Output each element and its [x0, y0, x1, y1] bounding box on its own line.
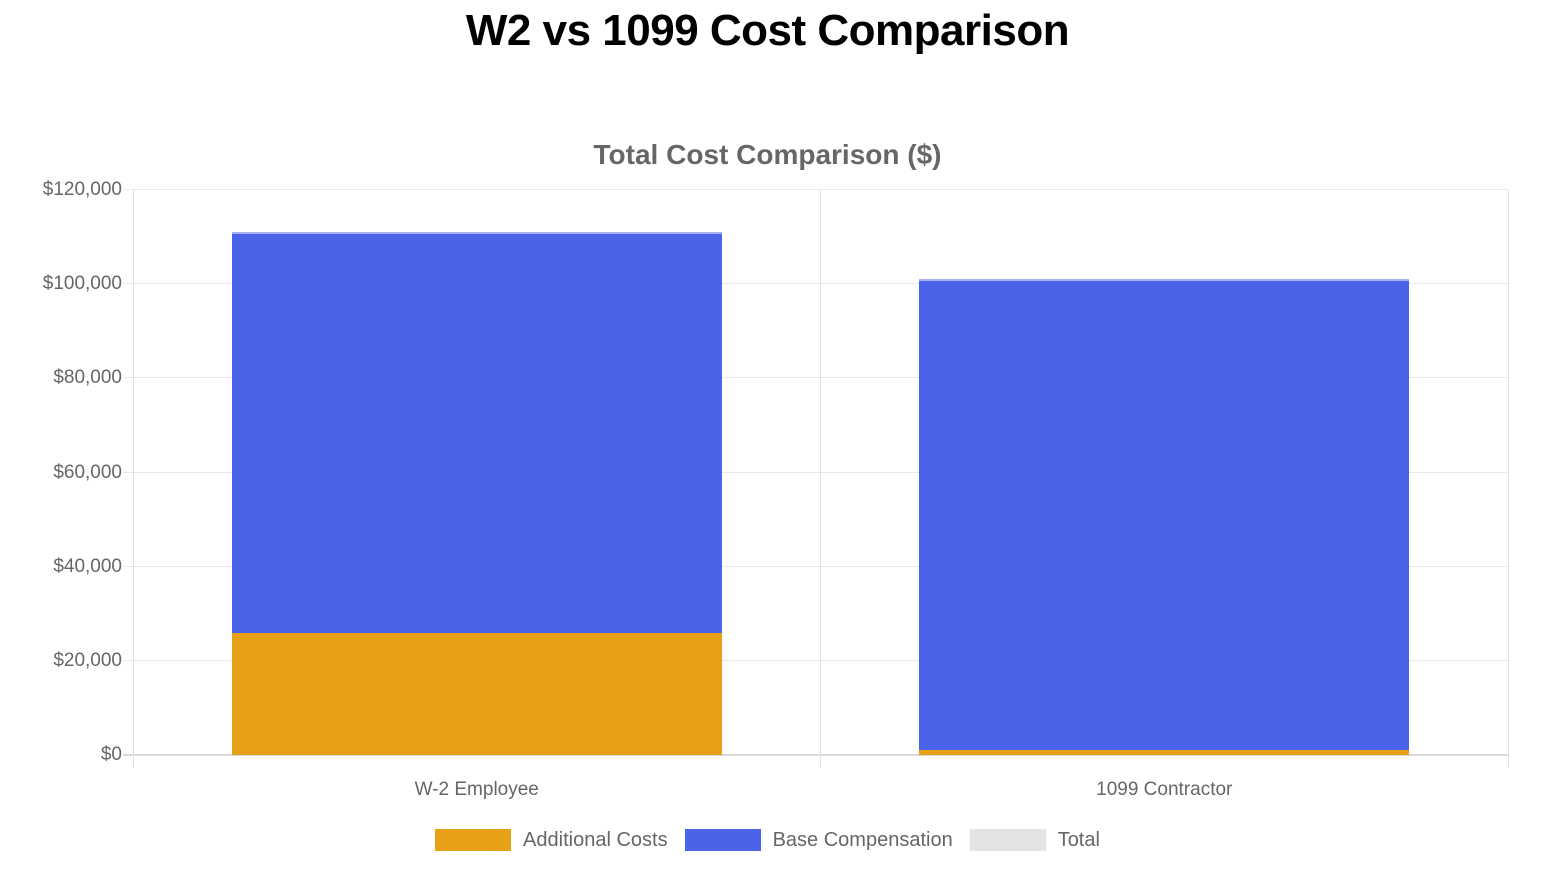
x-axis-category-label: 1099 Contractor [1096, 779, 1233, 800]
y-axis-tick-label: $0 [100, 744, 122, 765]
y-axis-tick-label: $120,000 [42, 179, 122, 200]
legend-swatch-base-compensation [684, 829, 761, 851]
y-gridline [123, 471, 1508, 473]
legend-item-base-compensation[interactable]: Base Compensation [684, 828, 953, 852]
bar-segment-base-compensation-1099-contractor[interactable] [919, 279, 1410, 751]
y-gridline [123, 754, 1508, 756]
y-gridline [123, 659, 1508, 661]
y-gridline [123, 283, 1508, 285]
legend-item-additional-costs[interactable]: Additional Costs [435, 828, 668, 852]
legend-item-total[interactable]: Total [969, 828, 1100, 852]
bar-segment-base-compensation-w-2-employee[interactable] [231, 232, 722, 633]
category-boundary-gridline [820, 190, 821, 768]
y-gridline [123, 377, 1508, 379]
chart-title: Total Cost Comparison ($) [593, 139, 942, 170]
bar-segment-additional-costs-w-2-employee[interactable] [231, 632, 722, 755]
x-axis-category-label: W-2 Employee [414, 779, 539, 800]
y-axis-tick-label: $60,000 [53, 461, 122, 483]
y-axis-tick-label: $80,000 [53, 367, 122, 389]
bar-segment-additional-costs-1099-contractor[interactable] [919, 750, 1410, 755]
y-gridline [123, 565, 1508, 567]
page-title: W2 vs 1099 Cost Comparison [465, 6, 1070, 55]
legend-label-base-compensation: Base Compensation [772, 829, 953, 851]
y-axis-line [132, 190, 134, 768]
plot-right-border [1507, 190, 1509, 768]
legend-label-total: Total [1057, 829, 1100, 851]
y-axis-tick-label: $100,000 [42, 273, 122, 295]
y-gridline [123, 189, 1508, 190]
y-axis-tick-label: $40,000 [53, 555, 122, 577]
legend-swatch-additional-costs [435, 829, 512, 851]
chart-legend: Additional Costs Base Compensation Total [0, 828, 1535, 852]
legend-label-additional-costs: Additional Costs [523, 829, 668, 851]
y-axis-tick-label: $20,000 [53, 649, 122, 671]
legend-swatch-total [969, 829, 1046, 851]
